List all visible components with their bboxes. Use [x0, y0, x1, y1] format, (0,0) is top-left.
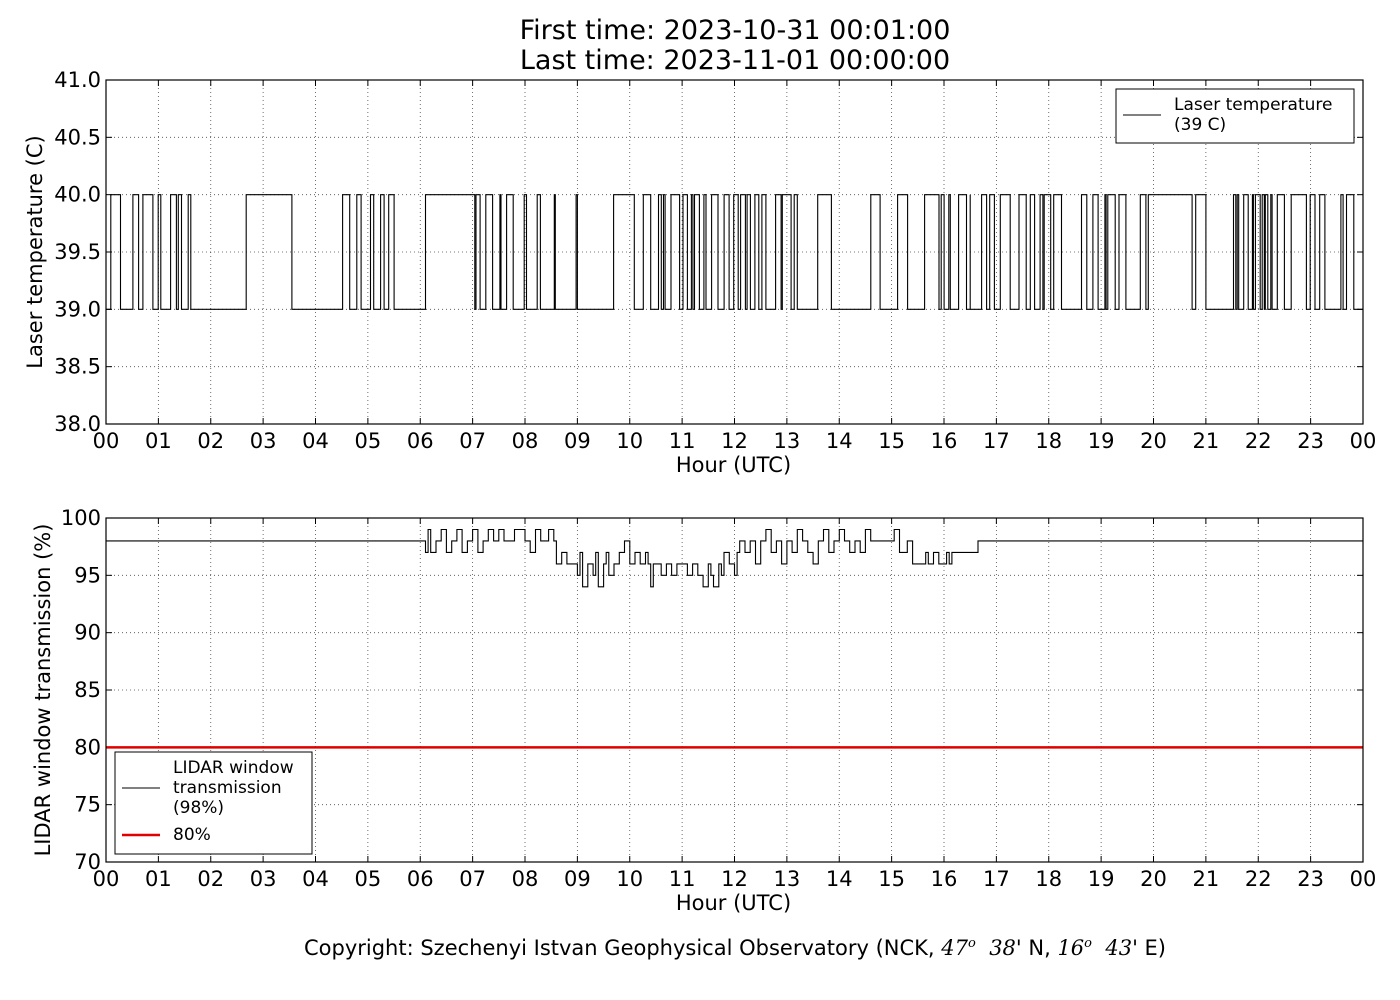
y-tick-label: 40.0 — [54, 183, 101, 207]
title-last-time: Last time: 2023-11-01 00:00:00 — [519, 45, 951, 76]
x-tick-label: 05 — [355, 429, 382, 453]
x-tick-label: 10 — [616, 429, 643, 453]
x-tick-label: 20 — [1140, 867, 1167, 891]
x-tick-label: 20 — [1140, 429, 1167, 453]
longitude-degrees: 16 — [1057, 936, 1085, 960]
longitude-degree-mark: o — [1084, 936, 1092, 951]
legend: Laser temperature(39 C) — [1115, 88, 1355, 144]
laser-temperature-chart: 00 01 02 03 04 05 06 07 08 09 10 11 12 13 14 15 16 17 18 19… — [23, 68, 1376, 477]
y-axis-title: LIDAR window transmission (%) — [31, 524, 55, 857]
x-tick-label: 16 — [931, 429, 958, 453]
copyright-footer: Copyright: Szechenyi Istvan Geophysical … — [0, 936, 1400, 960]
legend-label: Laser temperature — [1174, 95, 1332, 115]
x-tick-label: 12 — [721, 867, 748, 891]
y-tick-label: 39.0 — [54, 297, 101, 321]
y-tick-label: 38.0 — [54, 412, 101, 436]
x-tick-label: 14 — [826, 867, 853, 891]
x-axis-title: Hour (UTC) — [676, 891, 791, 915]
y-tick-label: 90 — [74, 621, 101, 645]
x-tick-label: 19 — [1088, 867, 1115, 891]
x-tick-label: 05 — [355, 867, 382, 891]
x-tick-label: 06 — [407, 867, 434, 891]
latitude-minutes: 38 — [989, 936, 1016, 960]
x-tick-label: 02 — [197, 429, 224, 453]
legend-label: LIDAR window — [173, 758, 294, 778]
x-tick-label: 15 — [878, 867, 905, 891]
x-tick-label: 23 — [1297, 429, 1324, 453]
x-tick-label: 12 — [721, 429, 748, 453]
y-tick-label: 100 — [61, 506, 101, 530]
legend-box — [1115, 88, 1355, 144]
x-tick-label: 01 — [145, 867, 172, 891]
y-tick-label: 38.5 — [54, 355, 101, 379]
y-tick-label: 85 — [74, 678, 101, 702]
x-tick-label: 09 — [564, 867, 591, 891]
x-tick-label: 18 — [1035, 429, 1062, 453]
longitude-hemisphere: ' E) — [1132, 936, 1167, 960]
x-tick-label: 00 — [93, 867, 120, 891]
latitude-degrees: 47 — [941, 936, 968, 960]
x-tick-label: 17 — [983, 867, 1010, 891]
latitude-hemisphere: ' N, — [1015, 936, 1058, 960]
legend-label: 80% — [173, 825, 211, 845]
x-tick-label: 16 — [931, 867, 958, 891]
x-tick-label: 00 — [93, 429, 120, 453]
x-tick-label: 00 — [1350, 429, 1377, 453]
chart-title: First time: 2023-10-31 00:01:00 Last tim… — [0, 16, 1400, 76]
legend-label: (98%) — [173, 798, 224, 818]
x-tick-label: 22 — [1245, 429, 1272, 453]
x-tick-label: 10 — [616, 867, 643, 891]
latitude-degree-mark: o — [968, 936, 976, 951]
x-tick-label: 11 — [669, 429, 696, 453]
series-line — [106, 528, 1363, 588]
plot-frame — [105, 79, 1364, 425]
x-tick-label: 19 — [1088, 429, 1115, 453]
x-tick-label: 01 — [145, 429, 172, 453]
copyright-prefix: Copyright: Szechenyi Istvan Geophysical … — [303, 936, 942, 960]
y-tick-label: 95 — [74, 563, 101, 587]
y-tick-label: 41.0 — [54, 68, 101, 92]
x-tick-label: 15 — [878, 429, 905, 453]
longitude-minutes: 43 — [1105, 936, 1133, 960]
y-tick-label: 80 — [74, 735, 101, 759]
legend-box — [114, 751, 313, 855]
x-tick-label: 21 — [1193, 867, 1220, 891]
x-tick-label: 02 — [197, 867, 224, 891]
x-tick-label: 21 — [1193, 429, 1220, 453]
x-tick-label: 09 — [564, 429, 591, 453]
y-tick-label: 39.5 — [54, 240, 101, 264]
x-tick-label: 11 — [669, 867, 696, 891]
x-tick-label: 00 — [1350, 867, 1377, 891]
x-tick-label: 22 — [1245, 867, 1272, 891]
x-tick-label: 04 — [302, 429, 329, 453]
x-tick-label: 07 — [459, 867, 486, 891]
x-tick-label: 04 — [302, 867, 329, 891]
plot-frame — [105, 517, 1364, 863]
legend-label: transmission — [173, 778, 282, 798]
y-tick-label: 75 — [74, 793, 101, 817]
x-tick-label: 18 — [1035, 867, 1062, 891]
x-tick-label: 08 — [512, 429, 539, 453]
x-tick-label: 03 — [250, 867, 277, 891]
series-line — [106, 194, 1363, 310]
legend-label: (39 C) — [1174, 115, 1226, 135]
x-tick-label: 14 — [826, 429, 853, 453]
title-first-time: First time: 2023-10-31 00:01:00 — [519, 15, 951, 46]
x-tick-label: 17 — [983, 429, 1010, 453]
y-axis-title: Laser temperature (C) — [23, 135, 47, 368]
x-tick-label: 06 — [407, 429, 434, 453]
x-tick-label: 03 — [250, 429, 277, 453]
x-tick-label: 23 — [1297, 867, 1324, 891]
lidar-window-chart: 00 01 02 03 04 05 06 07 08 09 10 11 12 13 14 15 16 17 18 19… — [31, 506, 1376, 915]
x-axis-title: Hour (UTC) — [676, 453, 791, 477]
y-tick-label: 70 — [74, 850, 101, 874]
y-tick-label: 40.5 — [54, 125, 101, 149]
x-tick-label: 08 — [512, 867, 539, 891]
x-tick-label: 07 — [459, 429, 486, 453]
x-tick-label: 13 — [774, 867, 801, 891]
x-tick-label: 13 — [774, 429, 801, 453]
